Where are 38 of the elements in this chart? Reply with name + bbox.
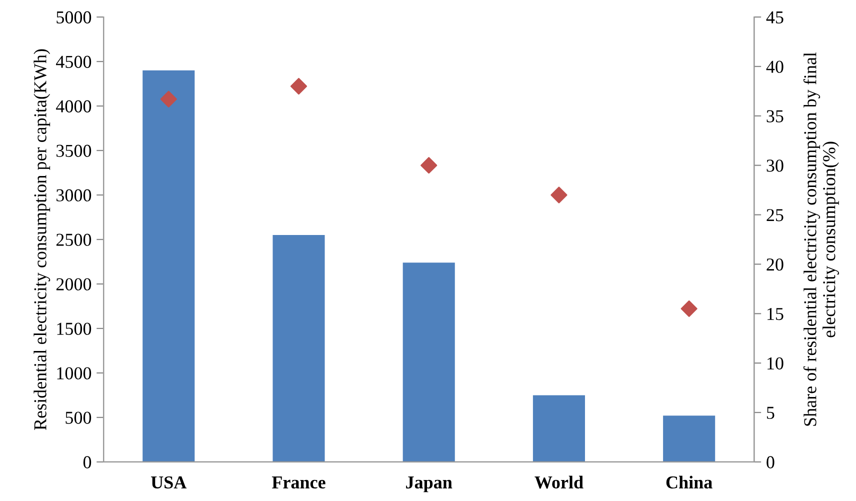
y-tick-label: 1500 (57, 322, 92, 335)
x-tick-label: China (666, 476, 712, 489)
y-tick-label: 3500 (56, 144, 92, 157)
y-tick-label: 5000 (56, 11, 92, 24)
bar (402, 262, 455, 462)
bar (532, 395, 585, 462)
y-tick-label: 4000 (56, 100, 92, 112)
x-tick-label: Japan (406, 476, 452, 492)
y-tick-label: 500 (66, 412, 92, 424)
y-tick-label: 4500 (56, 56, 92, 68)
y2-tick-label: 30 (766, 160, 784, 172)
point (550, 186, 568, 204)
x-tick-label: USA (151, 476, 187, 489)
y2-tick-label: 35 (766, 110, 784, 122)
x-tick-label: France (272, 476, 326, 489)
y-tick-label: 3000 (56, 189, 92, 202)
x-tick-label: World (534, 476, 584, 489)
y-tick-label: 2000 (56, 278, 92, 290)
y2-tick-label: 45 (766, 11, 784, 24)
y-axis-title: Residential electricity consumption per capita(KWh) (34, 49, 50, 430)
bar (663, 416, 716, 462)
y2-tick-label: 10 (768, 357, 784, 370)
bar (142, 70, 195, 462)
y2-tick-label: 40 (766, 60, 784, 73)
point (160, 90, 177, 108)
bar (272, 235, 325, 462)
y-tick-label: 1000 (57, 367, 92, 380)
point (680, 300, 698, 317)
point (420, 157, 438, 174)
y-tick-label: 2500 (56, 234, 92, 246)
y2-tick-label: 5 (766, 406, 774, 419)
y-tick-label: 0 (83, 456, 92, 468)
y2-tick-label: 15 (768, 308, 784, 320)
y2-tick-label: 20 (766, 258, 784, 271)
y2-axis-title: Share of residential electricity consumption by final electricity consumption(%) (803, 52, 839, 426)
y2-tick-label: 0 (766, 456, 774, 468)
point (290, 78, 308, 95)
y2-tick-label: 25 (766, 209, 784, 222)
